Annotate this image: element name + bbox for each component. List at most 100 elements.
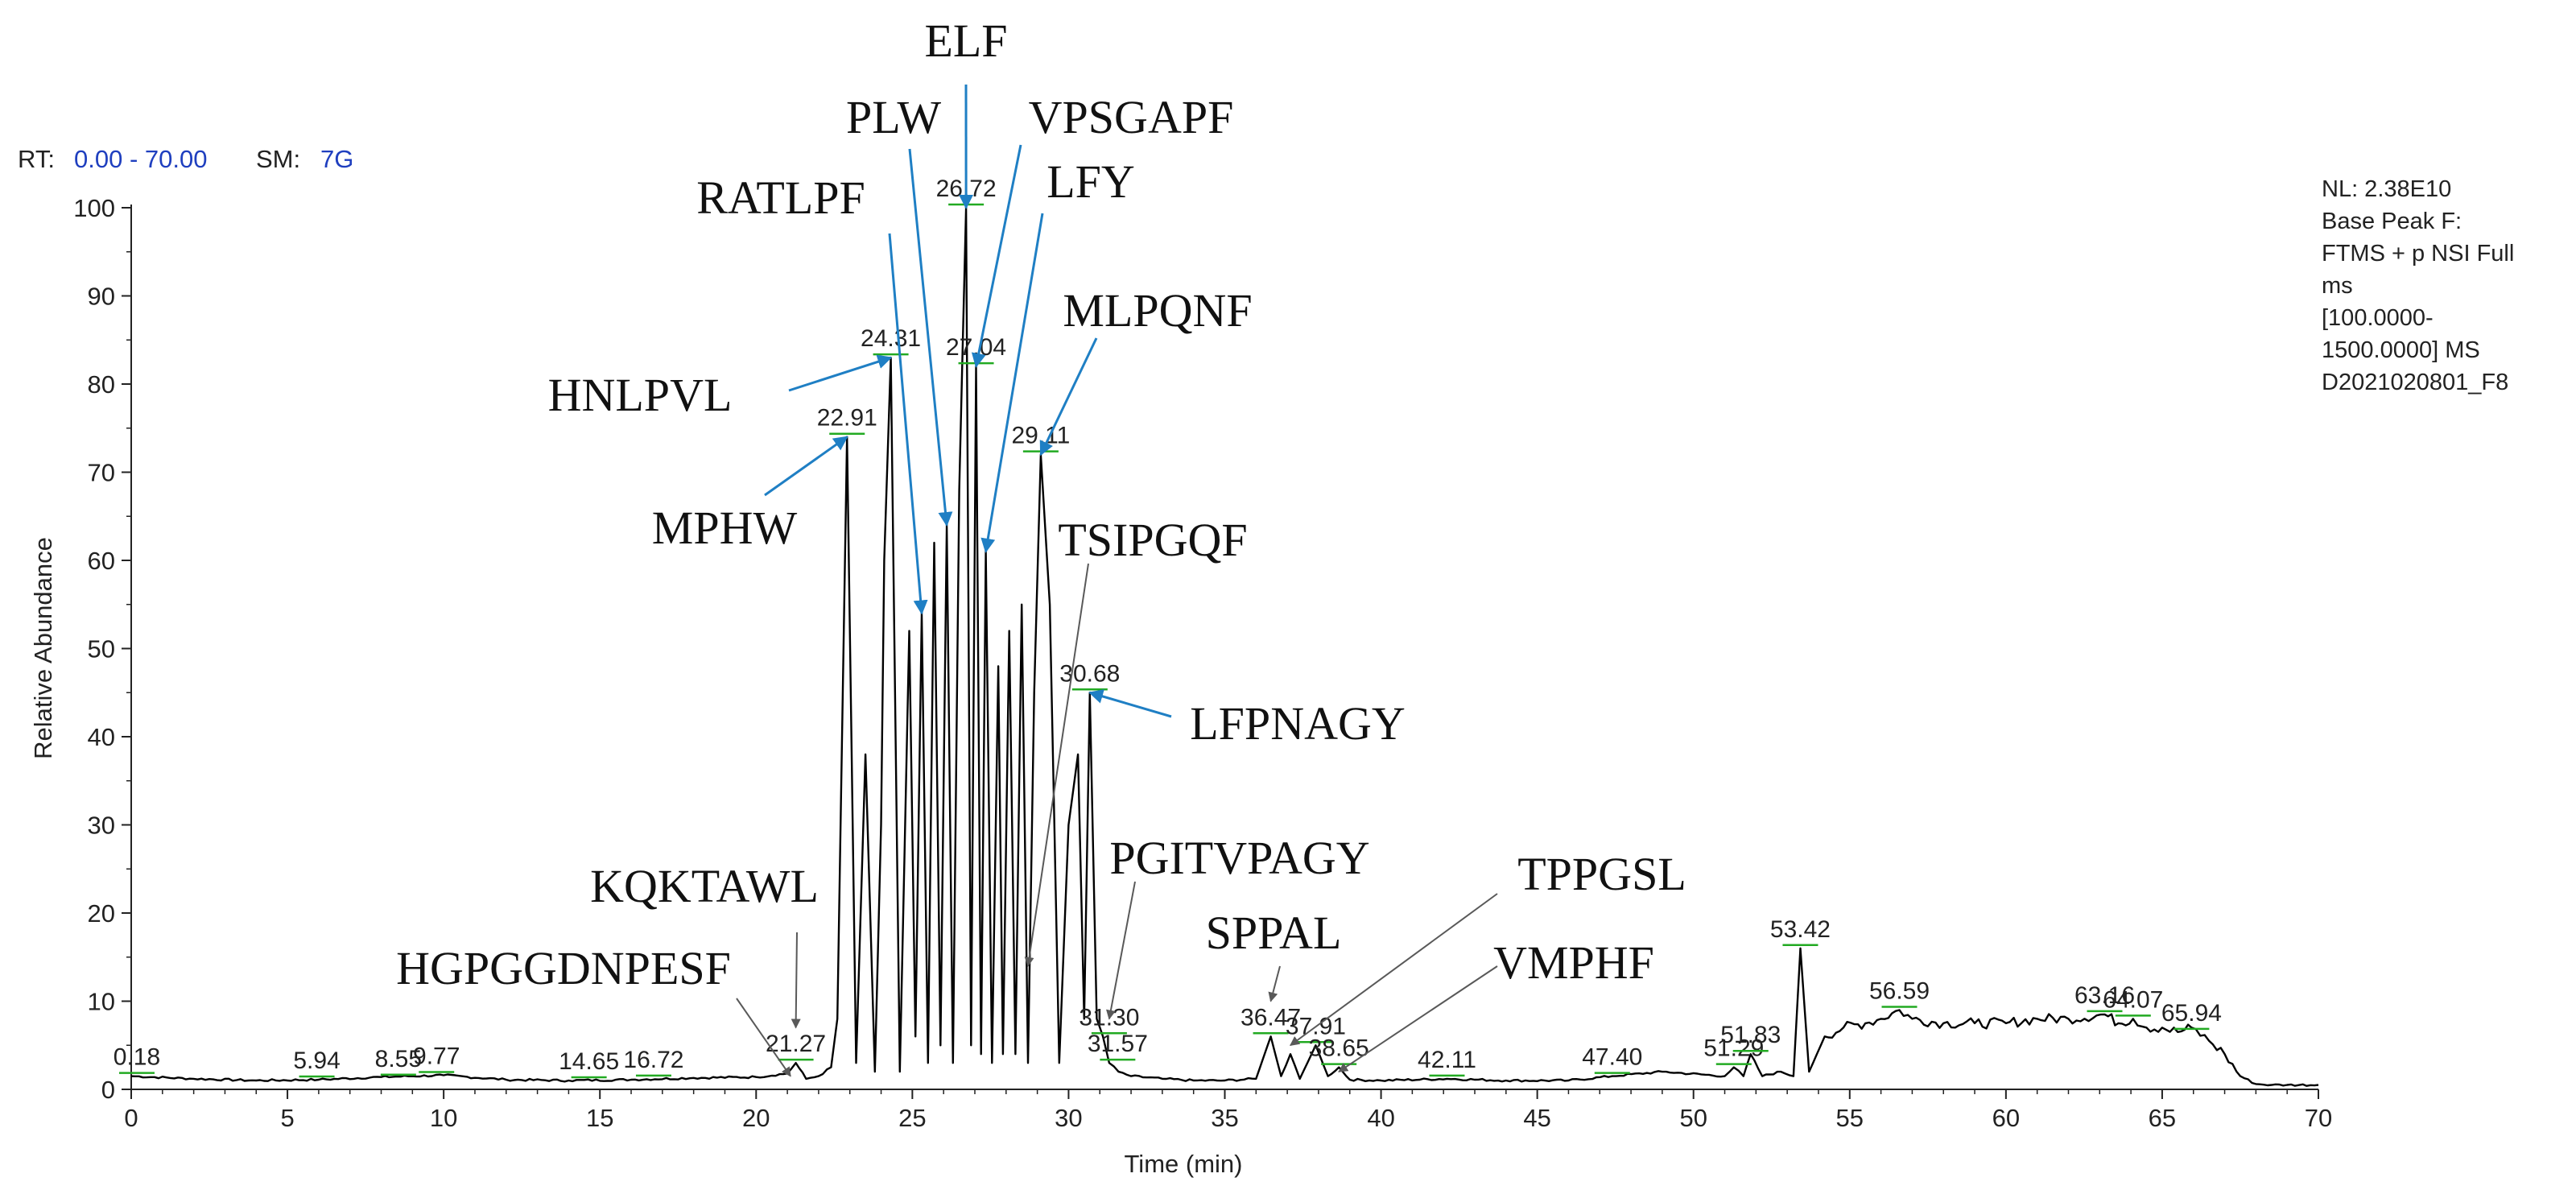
x-tick-label: 40 (1367, 1104, 1394, 1132)
annotation-arrow (736, 998, 791, 1077)
annotation-arrow (971, 144, 1022, 368)
y-tick-label: 50 (88, 635, 115, 663)
y-tick-label: 100 (73, 194, 115, 222)
peak-label: 0.18 (114, 1044, 160, 1071)
peptide-label: VMPHF (1493, 936, 1654, 989)
annotation-arrow (888, 233, 928, 615)
sm-value: 7G (320, 145, 353, 173)
x-tick-label: 20 (742, 1104, 770, 1132)
peak-label: 24.31 (861, 325, 921, 352)
chromatogram-trace (130, 206, 2319, 1087)
trace-group (130, 206, 2319, 1087)
peptide-label: TPPGSL (1517, 848, 1686, 900)
peak-label: 65.94 (2161, 1000, 2222, 1027)
peak-label: 30.68 (1059, 660, 1120, 687)
info-box: NL: 2.38E10 Base Peak F: FTMS + p NSI Fu… (2322, 176, 2514, 395)
annotation-arrow (908, 148, 953, 527)
annotation-arrow (1024, 563, 1089, 967)
y-tick-label: 40 (88, 723, 115, 751)
peptide-label: MLPQNF (1063, 284, 1252, 337)
y-tick-label: 80 (88, 370, 115, 399)
peak-label: 29.11 (1011, 423, 1070, 449)
y-tick-label: 70 (88, 459, 115, 487)
peak-label: 53.42 (1770, 916, 1831, 943)
info-line: D2021020801_F8 (2322, 370, 2508, 395)
rt-label: RT: (18, 145, 55, 173)
x-tick-label: 55 (1836, 1104, 1864, 1132)
peptide-label: LFPNAGY (1190, 697, 1406, 750)
y-axis-title: Relative Abundance (29, 537, 57, 759)
peak-label: 51.29 (1703, 1035, 1764, 1062)
peptide-label: VPSGAPF (1029, 91, 1234, 143)
y-tick-label: 30 (88, 812, 115, 840)
y-tick-label: 10 (88, 988, 115, 1016)
x-tick-label: 25 (898, 1104, 926, 1132)
peptide-label: PGITVPAGY (1109, 832, 1369, 884)
y-tick-label: 0 (101, 1076, 115, 1104)
peptide-label: LFY (1046, 155, 1135, 208)
peak-label: 5.94 (293, 1047, 340, 1074)
peak-label: 16.72 (623, 1047, 683, 1073)
peak-label: 27.04 (946, 334, 1006, 361)
x-tick-label: 30 (1055, 1104, 1082, 1132)
y-tick-label: 20 (88, 899, 115, 928)
axes: 0 5 10 15 20 25 30 35 40 45 50 55 60 65 70 0 10 20 30 40 50 6… (73, 194, 2332, 1132)
annotation-arrow (764, 436, 848, 497)
peak-label: 38.65 (1309, 1035, 1369, 1062)
rt-range-value: 0.00 - 70.00 (74, 145, 207, 173)
peak-labels: 0.18 5.94 8.559.77 14.65 16.72 21.27 22.91 24.3… (114, 176, 2222, 1079)
info-line: NL: 2.38E10 (2322, 176, 2451, 202)
x-axis-title: Time (min) (1125, 1150, 1243, 1178)
peptide-annotations: ELF PLW VPSGAPF RATLPF LFY MLPQNF HNLPVL MPHW TS… (396, 14, 1686, 1077)
peptide-label: HGPGGDNPESF (396, 942, 731, 994)
x-tick-label: 60 (1992, 1104, 2020, 1132)
peptide-label: KQKTAWL (590, 860, 819, 912)
peptide-label: HNLPVL (548, 369, 733, 421)
peak-label: 56.59 (1869, 977, 1930, 1004)
x-tick-label: 50 (1679, 1104, 1707, 1132)
x-tick-label: 5 (280, 1104, 294, 1132)
peak-label: 51.83 (1720, 1022, 1781, 1048)
peak-label: 36.47 (1241, 1004, 1301, 1031)
peptide-label: ELF (924, 14, 1007, 67)
peak-label: 21.27 (766, 1031, 826, 1057)
peptide-label: SPPAL (1206, 907, 1342, 959)
x-tick-label: 15 (586, 1104, 613, 1132)
x-tick-label: 35 (1211, 1104, 1238, 1132)
annotation-arrow (1039, 337, 1098, 457)
annotation-arrow (1105, 881, 1136, 1020)
peak-label: 47.40 (1582, 1044, 1642, 1071)
peak-label: 63.16 (2074, 982, 2135, 1009)
peptide-label: PLW (846, 91, 941, 143)
peak-label: 42.11 (1418, 1047, 1476, 1073)
x-tick-label: 65 (2149, 1104, 2176, 1132)
y-tick-label: 90 (88, 283, 115, 311)
peptide-label: RATLPF (696, 171, 865, 224)
annotation-arrow (1088, 689, 1172, 718)
info-line: FTMS + p NSI Full (2322, 241, 2514, 267)
annotation-arrow (791, 932, 801, 1029)
x-tick-label: 10 (430, 1104, 457, 1132)
info-line: [100.0000- (2322, 305, 2434, 331)
annotation-arrow (1338, 965, 1498, 1072)
x-tick-label: 70 (2305, 1104, 2332, 1132)
peak-label: 22.91 (817, 405, 877, 432)
y-tick-label: 60 (88, 547, 115, 575)
sm-label: SM: (256, 145, 300, 173)
annotation-arrow (1290, 893, 1498, 1047)
peptide-label: TSIPGQF (1058, 514, 1247, 566)
peak-label: 31.57 (1088, 1031, 1148, 1057)
info-line: ms (2322, 273, 2353, 299)
peak-label: 9.77 (413, 1043, 460, 1069)
annotation-arrow (788, 354, 893, 392)
peak-label: 8.55 (375, 1046, 422, 1072)
peak-label: 14.65 (559, 1048, 619, 1075)
annotation-arrow (980, 213, 1044, 553)
annotation-arrow (1268, 965, 1281, 1002)
peak-label: 64.07 (2103, 986, 2163, 1013)
x-tick-label: 0 (124, 1104, 138, 1132)
info-line: 1500.0000] MS (2322, 337, 2480, 363)
info-line: Base Peak F: (2322, 209, 2462, 234)
peptide-label: MPHW (652, 502, 798, 554)
